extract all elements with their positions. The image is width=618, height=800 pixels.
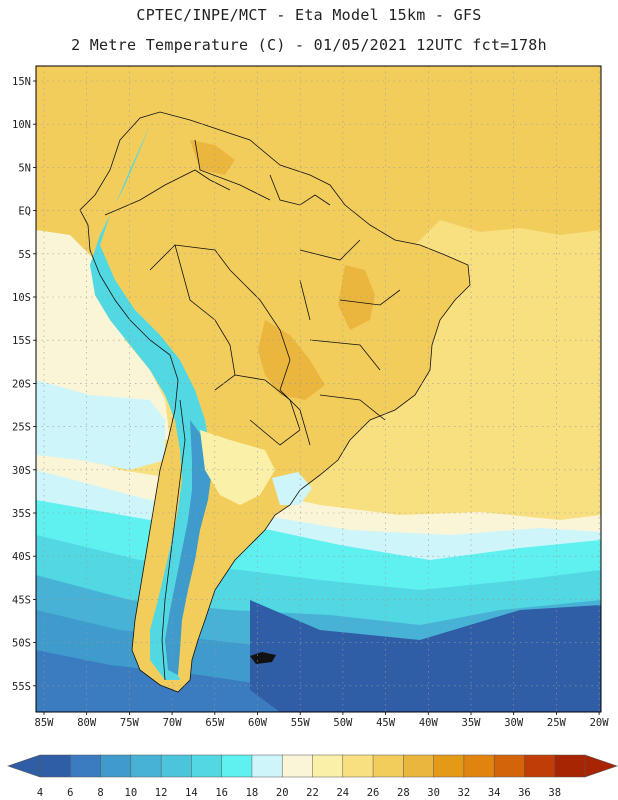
colorbar-label: 16 [215, 787, 228, 799]
colorbar-swatch [160, 754, 192, 778]
colorbar: 4 6 8 10 12 14 16 18 20 22 24 26 28 30 32 34 36 38 [7, 754, 618, 799]
colorbar-swatch [403, 754, 435, 778]
southern-cone-field [200, 430, 275, 505]
colorbar-label: 10 [125, 787, 138, 799]
latitude-axis: 15N 10N 5N EQ 5S 10S 15S 20S 25S 30S 35S 40S 45S 50S 5… [12, 76, 36, 693]
colorbar-swatch [100, 754, 132, 778]
colorbar-swatch [70, 754, 102, 778]
border-paraguay [234, 374, 301, 446]
colorbar-swatch [554, 754, 586, 778]
colorbar-label: 18 [246, 787, 259, 799]
lon-label: 30W [504, 717, 524, 729]
colorbar-label: 30 [427, 787, 440, 799]
colorbar-swatch [342, 754, 374, 778]
lat-label: 55S [12, 681, 31, 693]
lat-label: 25S [12, 422, 31, 434]
border-brazil-states [299, 239, 401, 421]
colorbar-swatch [251, 754, 283, 778]
lat-label: 50S [12, 638, 31, 650]
colorbar-min-arrow [7, 754, 41, 778]
lat-label: 45S [12, 594, 31, 606]
border-venezuela [194, 139, 271, 201]
lat-label: 10N [12, 119, 31, 131]
lon-label: 75W [120, 717, 140, 729]
lon-label: 65W [205, 717, 225, 729]
colorbar-swatch [433, 754, 465, 778]
lon-label: 85W [35, 717, 55, 729]
colorbar-label: 24 [336, 787, 349, 799]
colorbar-label: 32 [458, 787, 471, 799]
colorbar-swatch [463, 754, 495, 778]
gridlines [36, 66, 601, 712]
field-pacific-cool [36, 230, 170, 440]
colorbar-swatch [312, 754, 344, 778]
hot-amazon-core [190, 140, 235, 175]
colorbar-swatch [221, 754, 253, 778]
colorbar-swatch [130, 754, 162, 778]
colorbar-swatch [281, 754, 314, 778]
border-argentina-chile [161, 399, 186, 681]
andes-cool-spine [90, 125, 210, 680]
lon-label: 70W [163, 717, 183, 729]
colorbar-swatch [372, 754, 404, 778]
border-colombia [104, 169, 231, 216]
hot-northeast-core [338, 265, 375, 330]
lon-label: 60W [248, 717, 268, 729]
andes-cold-core [165, 420, 212, 675]
colorbar-label: 20 [276, 787, 289, 799]
lat-label: 10S [12, 292, 31, 304]
lat-label: 20S [12, 378, 31, 390]
lat-label: EQ [18, 206, 31, 218]
coastline [79, 111, 471, 693]
lat-label: 15S [12, 335, 31, 347]
chart-title: CPTEC/INPE/MCT - Eta Model 15km - GFS [136, 6, 482, 24]
lat-label: 30S [12, 465, 31, 477]
hot-interior-core [258, 320, 325, 400]
colorbar-label: 6 [67, 787, 73, 799]
lon-label: 25W [547, 717, 567, 729]
colorbar-swatch [524, 754, 556, 778]
lat-label: 35S [12, 508, 31, 520]
falklands [250, 652, 276, 664]
colorbar-swatch [191, 754, 223, 778]
colorbar-label: 36 [518, 787, 531, 799]
colorbar-label: 28 [397, 787, 410, 799]
lon-label: 45W [376, 717, 396, 729]
lat-label: 40S [12, 551, 31, 563]
lon-label: 80W [77, 717, 97, 729]
field-6-8 [250, 600, 601, 712]
lon-label: 50W [333, 717, 353, 729]
colorbar-label: 22 [306, 787, 319, 799]
colorbar-swatch [493, 754, 525, 778]
lon-label: 40W [419, 717, 439, 729]
longitude-axis: 85W 80W 75W 70W 65W 60W 55W 50W 45W 40W 35W 30W 25W 2… [35, 712, 610, 729]
colorbar-label: 26 [367, 787, 380, 799]
colorbar-label: 12 [155, 787, 168, 799]
lon-label: 35W [462, 717, 482, 729]
colorbar-max-arrow [584, 754, 618, 778]
colorbar-label: 8 [97, 787, 103, 799]
colorbar-label: 38 [548, 787, 561, 799]
colorbar-swatch [39, 754, 71, 778]
colorbar-label: 14 [185, 787, 198, 799]
field-pacific-cooler [36, 380, 165, 470]
colorbar-label: 4 [37, 787, 43, 799]
chart-subtitle: 2 Metre Temperature (C) - 01/05/2021 12U… [71, 36, 547, 54]
colorbar-label: 34 [488, 787, 501, 799]
lon-label: 55W [291, 717, 311, 729]
lat-label: 15N [12, 76, 31, 88]
uruguay-field [272, 472, 312, 505]
map-frame [35, 65, 602, 713]
lon-label: 20W [590, 717, 610, 729]
temperature-field [36, 66, 601, 712]
lat-label: 5S [18, 249, 31, 261]
lat-label: 5N [18, 162, 31, 174]
